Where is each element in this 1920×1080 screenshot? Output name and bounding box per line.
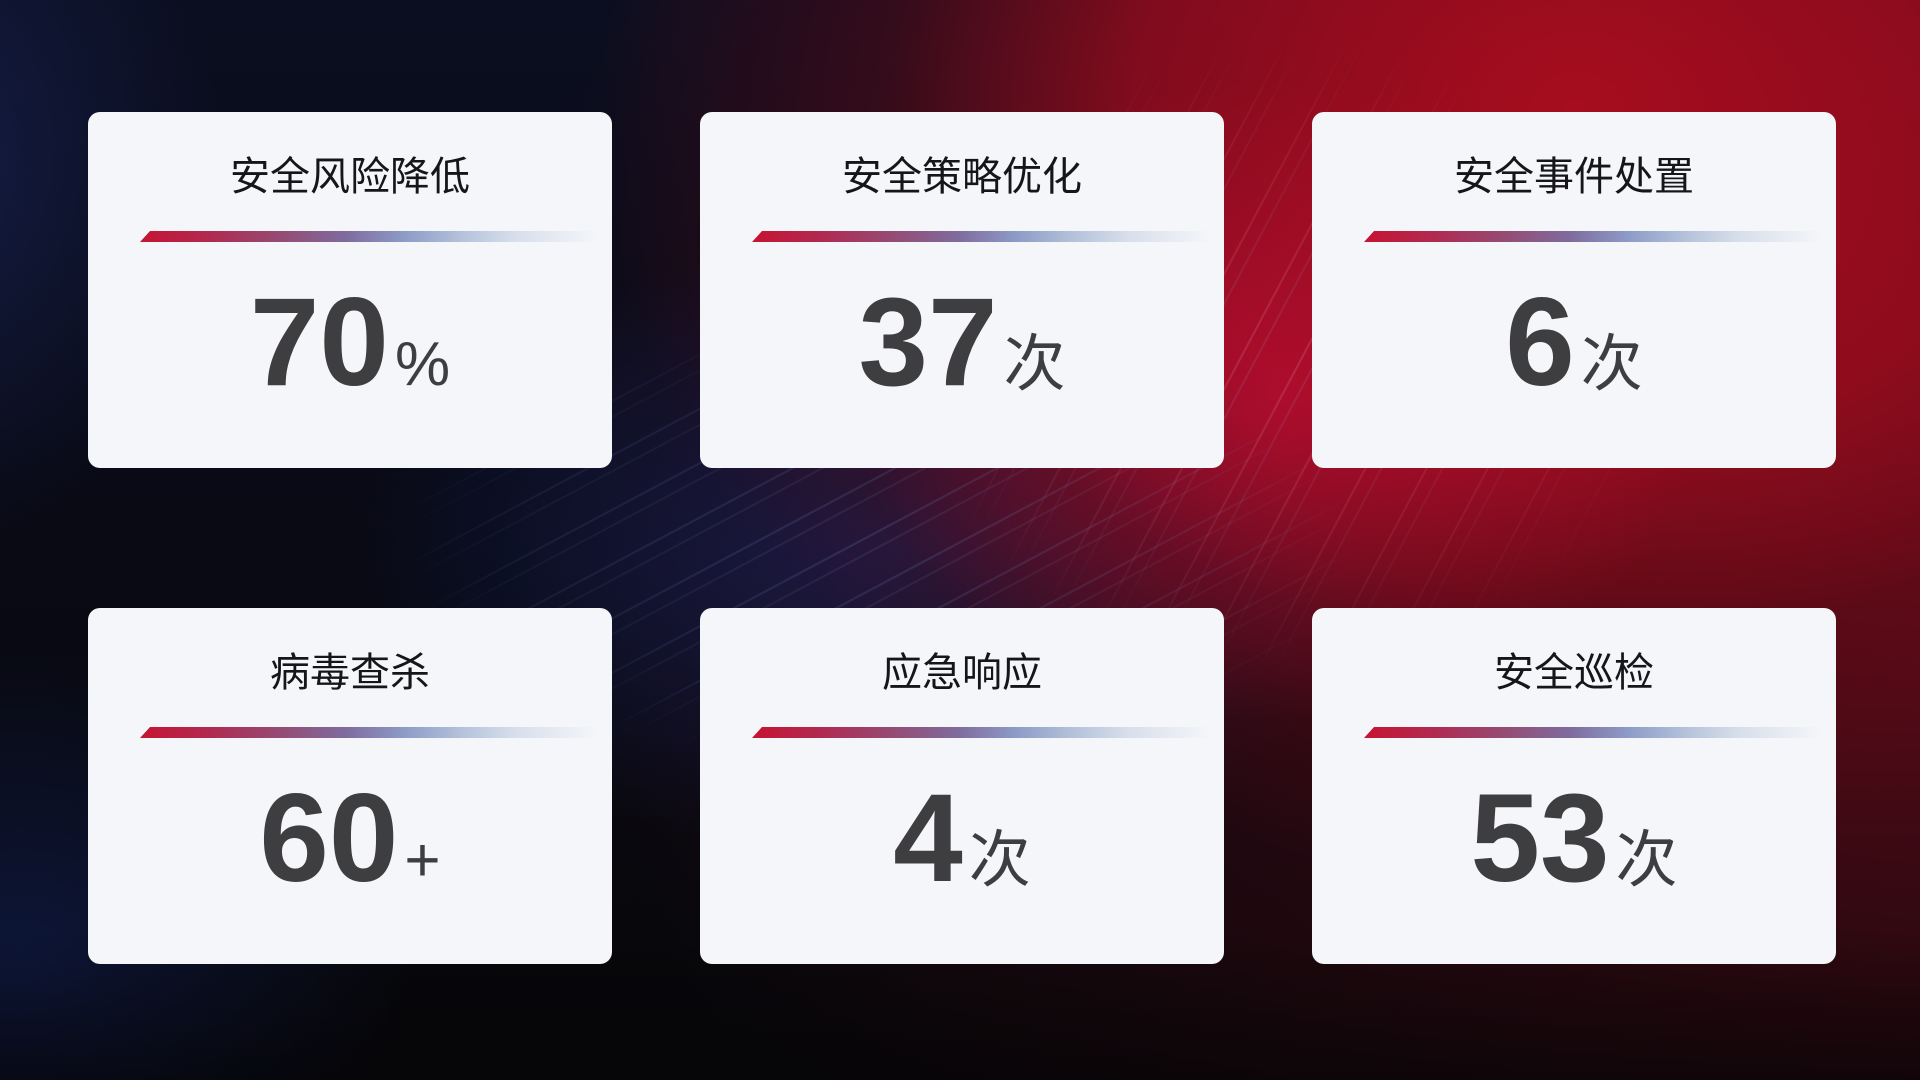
stat-card-unit: 次 (968, 826, 1031, 895)
stat-card-value: 4 (893, 769, 963, 908)
stat-card-title: 安全风险降低 (230, 155, 470, 199)
stat-card-unit: + (404, 826, 441, 895)
stat-card-value: 53 (1470, 769, 1610, 908)
stat-card-title: 安全策略优化 (842, 155, 1082, 199)
stat-card-value: 6 (1505, 273, 1575, 412)
stat-card-divider (752, 727, 1210, 738)
stat-card: 安全风险降低 70 % (88, 112, 612, 468)
stat-card-value-row: 53 次 (1470, 776, 1677, 901)
stat-card: 安全巡检 53 次 (1312, 608, 1836, 964)
stat-card: 安全策略优化 37 次 (700, 112, 1224, 468)
stat-card-divider (140, 727, 598, 738)
stat-card-value-row: 60 + (259, 776, 440, 901)
stat-card-divider (1364, 231, 1822, 242)
stat-card-divider (752, 231, 1210, 242)
stat-card: 病毒查杀 60 + (88, 608, 612, 964)
stat-card-value-row: 6 次 (1505, 280, 1643, 405)
stat-card-unit: 次 (1615, 826, 1678, 895)
stat-card-value: 60 (259, 769, 399, 908)
stat-card: 应急响应 4 次 (700, 608, 1224, 964)
stat-card-value-row: 37 次 (858, 280, 1065, 405)
stat-card-divider (1364, 727, 1822, 738)
stat-card-value-row: 70 % (250, 280, 450, 405)
stat-card-value: 37 (858, 273, 998, 412)
stat-card-unit: 次 (1580, 330, 1643, 399)
stat-card-title: 病毒查杀 (270, 651, 430, 695)
stat-card-value-row: 4 次 (893, 776, 1031, 901)
stats-grid: 安全风险降低 70 % 安全策略优化 37 次 安全事件处置 6 次 病毒查杀 … (88, 112, 1836, 964)
stat-card-title: 安全巡检 (1494, 651, 1654, 695)
stat-card-value: 70 (249, 273, 389, 412)
stat-card-title: 安全事件处置 (1454, 155, 1694, 199)
stat-card-unit: % (394, 330, 451, 399)
stat-card: 安全事件处置 6 次 (1312, 112, 1836, 468)
stat-card-unit: 次 (1003, 330, 1066, 399)
stat-card-title: 应急响应 (882, 651, 1042, 695)
stat-card-divider (140, 231, 598, 242)
